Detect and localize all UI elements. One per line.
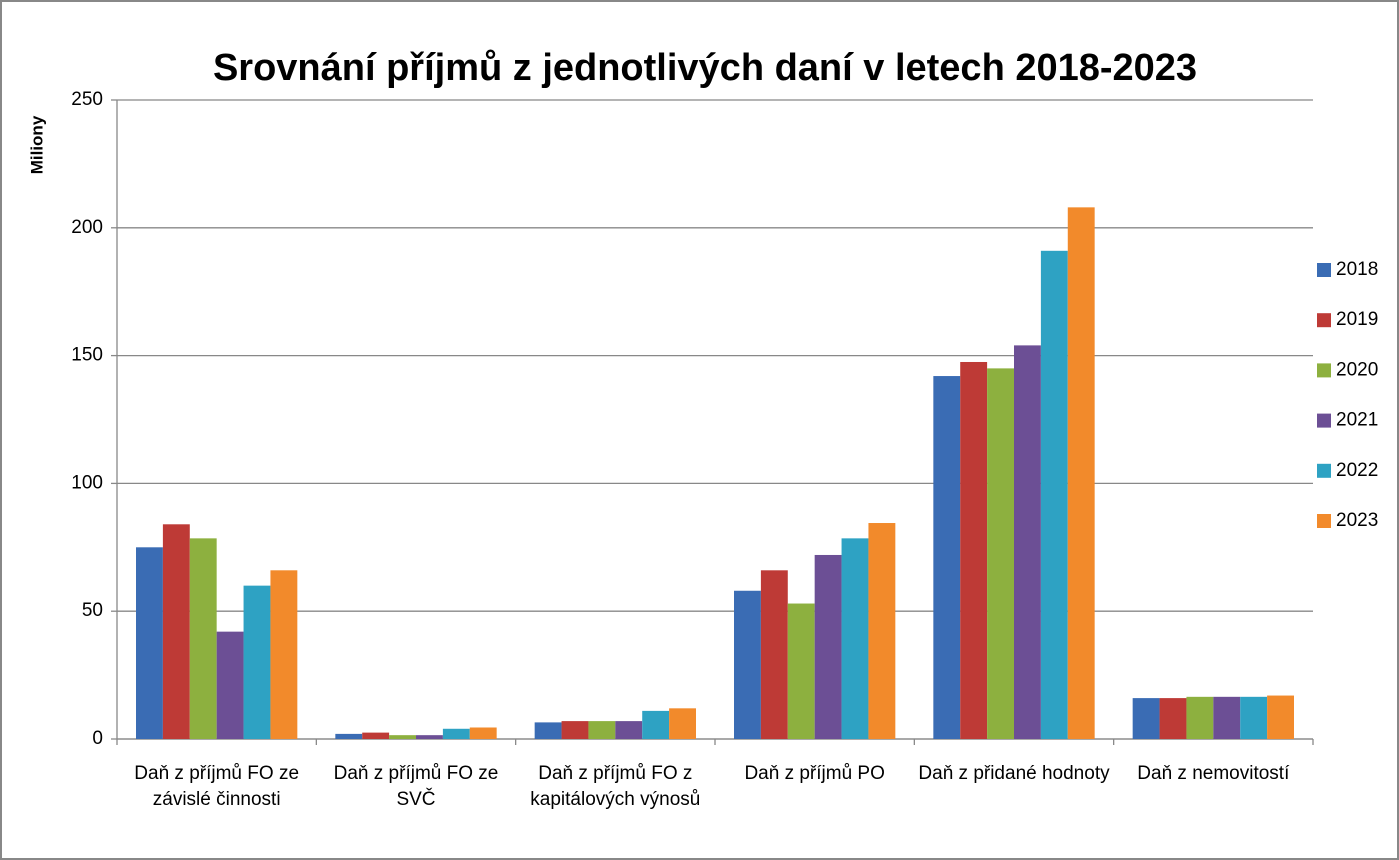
bar [335, 733, 363, 739]
bar [868, 523, 896, 739]
bar [442, 728, 470, 739]
bar [1067, 207, 1095, 740]
legend-swatch [1317, 363, 1331, 378]
legend-label: 2022 [1336, 460, 1378, 481]
y-tick-label: 100 [71, 472, 103, 493]
bar [1186, 696, 1214, 739]
x-tick-label: Daň z příjmů FO ze závislé činnosti [134, 763, 300, 810]
y-tick-label: 150 [71, 345, 103, 366]
legend-label: 2019 [1336, 309, 1378, 330]
y-tick-label: 0 [92, 728, 103, 749]
y-tick-label: 50 [82, 600, 103, 621]
bar [216, 631, 244, 739]
bar [1213, 696, 1241, 739]
bar [189, 538, 217, 739]
bar [416, 735, 443, 739]
legend-swatch [1317, 463, 1331, 478]
bar [960, 361, 988, 739]
bar [841, 538, 869, 739]
bar [1267, 695, 1294, 739]
legend-label: 2021 [1336, 410, 1378, 431]
x-tick-label: Daň z příjmů FO ze SVČ [333, 763, 499, 810]
bar [136, 547, 163, 739]
bar [1014, 345, 1041, 739]
legend-swatch [1317, 313, 1331, 328]
x-tick-label: Daň z příjmů FO z kapitálových výnosů [530, 763, 701, 810]
bar [1159, 698, 1187, 739]
bar [243, 585, 271, 739]
bar [933, 376, 961, 739]
legend-label: 2020 [1336, 359, 1378, 380]
bar [615, 721, 643, 739]
bar [469, 727, 497, 739]
bar [561, 721, 589, 739]
bar [1040, 250, 1068, 739]
bar [1132, 698, 1160, 739]
bar [270, 570, 298, 739]
bar [389, 735, 416, 739]
y-tick-label: 250 [71, 89, 103, 110]
bar [760, 570, 788, 739]
bar [1240, 696, 1268, 739]
bar [734, 590, 761, 739]
legend-label: 2023 [1336, 510, 1378, 531]
legend-label: 2018 [1336, 259, 1378, 280]
bar [534, 722, 562, 739]
bar [987, 368, 1014, 739]
x-tick-label: Daň z příjmů PO [744, 763, 885, 784]
legend-swatch [1317, 413, 1331, 428]
bar [588, 721, 616, 739]
x-tick-label: Daň z nemovitostí [1137, 763, 1290, 784]
legend-swatch [1317, 514, 1331, 528]
legend-swatch [1317, 263, 1331, 277]
chart-title: Srovnání příjmů z jednotlivých daní v le… [213, 47, 1197, 89]
bar [787, 603, 815, 739]
bar [162, 524, 190, 739]
x-tick-label: Daň z přidané hodnoty [918, 763, 1110, 784]
bar [814, 554, 842, 739]
y-tick-label: 200 [71, 217, 103, 238]
y-axis-title: Miliony [27, 115, 46, 174]
bar [362, 732, 390, 739]
bar [669, 708, 696, 739]
bar [642, 710, 670, 739]
